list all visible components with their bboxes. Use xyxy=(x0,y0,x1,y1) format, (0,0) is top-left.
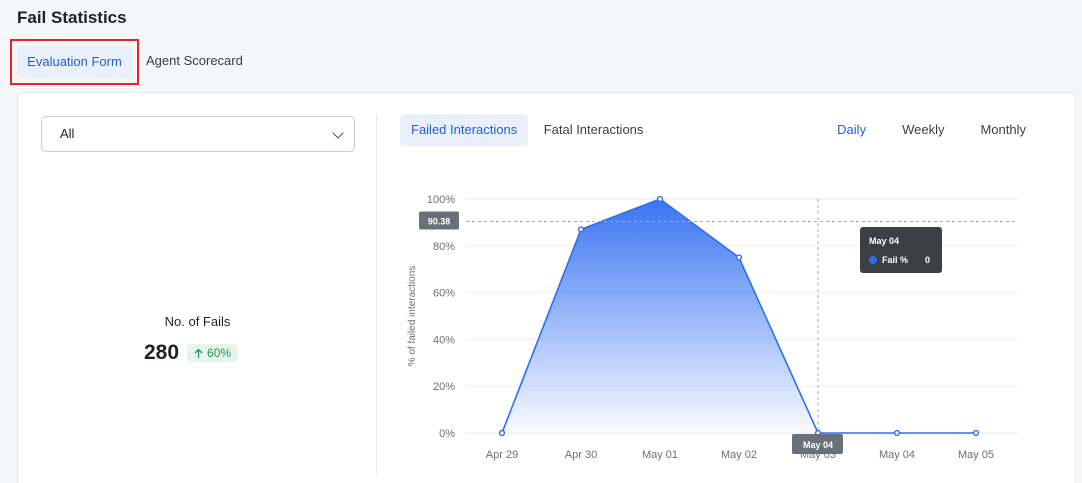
tab-daily[interactable]: Daily xyxy=(837,122,867,137)
tab-evaluation-form[interactable]: Evaluation Form xyxy=(10,39,139,85)
filter-select[interactable]: All xyxy=(41,116,355,152)
panel-divider xyxy=(376,115,377,475)
arrow-up-icon xyxy=(194,348,203,358)
tooltip-title: May 04 xyxy=(869,236,899,246)
y-tick-label: 80% xyxy=(433,241,455,253)
hover-indicator: May 04 May 04 Fail % 0 xyxy=(792,199,942,454)
x-tick-label: Apr 29 xyxy=(486,449,518,461)
tab-monthly[interactable]: Monthly xyxy=(980,122,1026,137)
x-tick-label: May 04 xyxy=(879,449,915,461)
chart-y-label: % of failed interactions xyxy=(407,266,418,367)
page-title: Fail Statistics xyxy=(17,8,127,27)
series-point xyxy=(498,429,506,437)
series-point xyxy=(735,254,743,261)
series-area xyxy=(502,199,976,433)
chart-type-tabs: Failed Interactions Fatal Interactions xyxy=(400,114,654,146)
series-point xyxy=(893,429,901,437)
tab-agent-scorecard[interactable]: Agent Scorecard xyxy=(146,53,243,68)
fail-stats-card: All No. of Fails 280 60% Failed Interact… xyxy=(17,92,1076,483)
series-point xyxy=(577,226,585,233)
chart-series xyxy=(498,195,980,437)
x-tick-label: May 02 xyxy=(721,449,757,461)
y-tick-label: 40% xyxy=(433,334,455,346)
tab-evaluation-form-label: Evaluation Form xyxy=(17,46,132,78)
tooltip-series-label: Fail % xyxy=(882,255,908,265)
tooltip xyxy=(860,227,942,273)
tab-weekly[interactable]: Weekly xyxy=(902,122,945,137)
y-tick-label: 20% xyxy=(433,381,455,393)
x-tick-label: May 01 xyxy=(642,449,678,461)
stat-label: No. of Fails xyxy=(164,314,231,329)
x-tick-label: Apr 30 xyxy=(565,449,597,461)
reference-line-label: 90.38 xyxy=(428,217,451,227)
tab-failed-interactions[interactable]: Failed Interactions xyxy=(400,114,529,146)
fail-chart: 0% 20% 40% 60% 80% 100% Apr 29 Apr 30 May 01 May… xyxy=(407,194,1018,461)
stat-change-value: 60% xyxy=(207,346,232,360)
hover-x-label: May 04 xyxy=(803,440,833,450)
x-tick-label: May 05 xyxy=(958,449,994,461)
y-tick-label: 100% xyxy=(427,194,455,206)
tab-fatal-interactions[interactable]: Fatal Interactions xyxy=(543,122,644,137)
stat-row: 280 60% xyxy=(144,339,239,367)
reference-line: 90.38 xyxy=(419,211,1018,230)
y-tick-label: 60% xyxy=(433,288,455,300)
tooltip-series-dot xyxy=(869,256,877,264)
chart-x-ticks: Apr 29 Apr 30 May 01 May 02 May 03 May 04 May … xyxy=(486,449,994,461)
tooltip-value: 0 xyxy=(925,255,930,265)
series-point xyxy=(656,195,664,203)
range-tabs: Daily Weekly Monthly xyxy=(826,114,1037,146)
chart-y-ticks: 0% 20% 40% 60% 80% 100% xyxy=(427,194,455,440)
y-tick-label: 0% xyxy=(439,428,455,440)
filter-select-value: All xyxy=(60,126,75,141)
hover-x-badge xyxy=(792,434,843,454)
stat-value: 280 xyxy=(144,341,180,364)
reference-line-badge xyxy=(419,211,459,230)
stat-change-badge: 60% xyxy=(187,344,239,362)
series-point xyxy=(972,429,980,437)
